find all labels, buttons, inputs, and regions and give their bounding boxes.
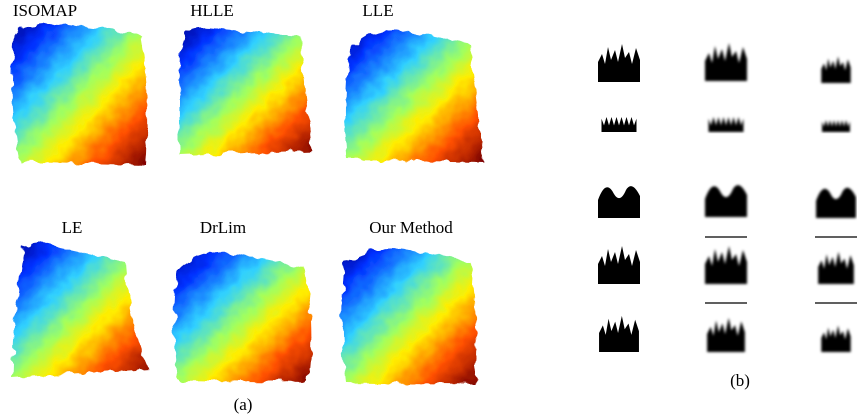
silhouette xyxy=(709,117,744,132)
silhouette xyxy=(707,318,745,352)
drlim-embedding xyxy=(174,253,311,382)
hlle-embedding xyxy=(178,28,312,155)
silhouette xyxy=(821,56,850,83)
caption: (b) xyxy=(730,371,750,390)
silhouettes xyxy=(598,43,857,352)
silhouette xyxy=(602,117,637,132)
silhouette xyxy=(816,188,856,218)
silhouette xyxy=(598,186,640,218)
silhouette xyxy=(705,43,747,81)
figure: ISOMAP HLLE LLE LE DrLim Our Method (a) … xyxy=(0,0,857,418)
our-method-embedding xyxy=(342,249,477,385)
panel-title: LLE xyxy=(362,1,393,20)
silhouette xyxy=(821,325,850,352)
caption: (a) xyxy=(234,395,253,414)
silhouette xyxy=(822,120,850,132)
isomap-embedding xyxy=(12,24,147,165)
panel-title: Our Method xyxy=(369,218,453,237)
silhouette xyxy=(599,316,639,352)
embeddings xyxy=(12,24,484,384)
le-embedding xyxy=(12,244,148,378)
silhouette xyxy=(705,185,747,217)
silhouette xyxy=(598,44,640,82)
lle-embedding xyxy=(345,29,484,162)
silhouette xyxy=(705,246,747,284)
silhouette xyxy=(598,246,640,284)
silhouette xyxy=(818,252,854,284)
panel-title: ISOMAP xyxy=(13,1,77,20)
panel-title: DrLim xyxy=(200,218,246,237)
panel-title: HLLE xyxy=(190,1,233,20)
panel-title: LE xyxy=(62,218,83,237)
